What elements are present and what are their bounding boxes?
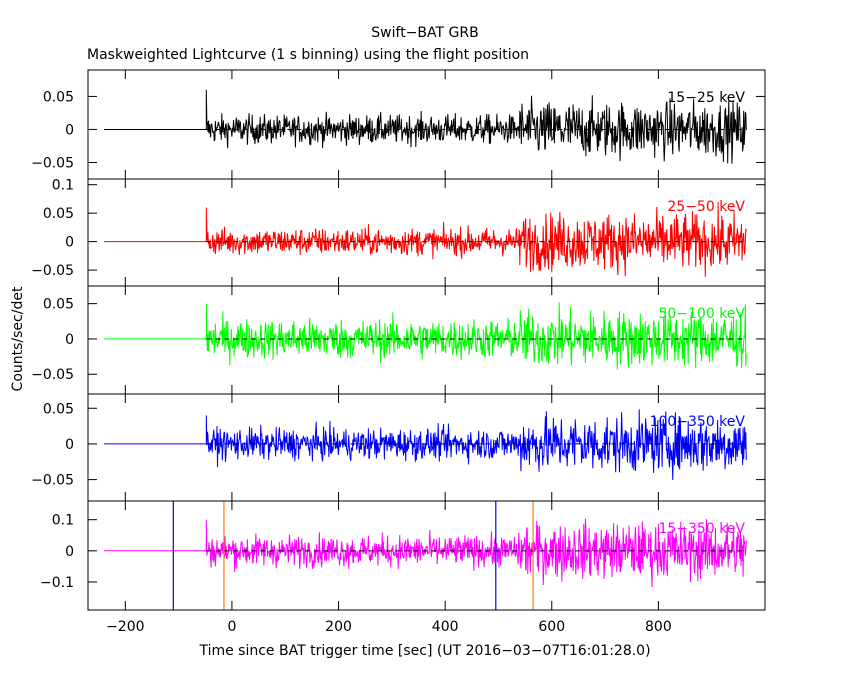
series-line-4 [104,518,747,588]
chart-title: Swift−BAT GRB [371,25,478,41]
series-line-1 [104,202,747,277]
y-tick-label-2-2: −0.05 [31,367,74,383]
series-line-0 [104,89,747,164]
x-axis-label: Time since BAT trigger time [sec] (UT 20… [198,643,650,659]
y-tick-label-3-2: −0.05 [31,473,74,489]
y-tick-label-2-1: 0 [65,332,74,348]
series-line-3 [104,409,747,481]
y-tick-label-4-0: 0.1 [52,513,74,529]
chart-subtitle: Maskweighted Lightcurve (1 s binning) us… [87,47,529,63]
y-tick-label-1-0: 0.1 [52,178,74,194]
panel-frame-4 [87,500,766,611]
y-tick-label-1-1: 0.05 [43,206,74,222]
x-tick-label-2: 200 [325,619,352,635]
band-label-2: 50−100 keV [658,306,745,322]
y-tick-label-0-0: 0.05 [43,89,74,105]
x-tick-label-3: 400 [432,619,459,635]
y-tick-label-3-0: 0.05 [43,401,74,417]
y-tick-label-1-2: 0 [65,235,74,251]
y-tick-label-4-1: 0 [65,544,74,560]
x-tick-label-5: 800 [645,619,672,635]
band-label-3: 100−350 keV [650,414,746,430]
series-line-2 [104,302,747,370]
band-label-0: 15−25 keV [667,90,745,106]
x-tick-label-1: 0 [227,619,236,635]
x-tick-label-0: −200 [106,619,144,635]
panels-group: 0.05 0 −0.05 15−25 keV 0.1 0.05 0 −0.05 25−50 ke… [31,69,766,635]
y-tick-label-2-0: 0.05 [43,297,74,313]
y-tick-label-0-2: −0.05 [31,155,74,171]
band-label-1: 25−50 keV [667,199,745,215]
y-tick-label-4-2: −0.1 [40,575,74,591]
panel-frame-3 [87,393,766,502]
y-axis-label: Counts/sec/det [10,286,26,391]
y-tick-label-1-3: −0.05 [31,263,74,279]
y-tick-label-0-1: 0 [65,122,74,138]
band-label-4: 15−350 keV [658,521,745,537]
x-tick-label-4: 600 [538,619,565,635]
y-tick-label-3-1: 0 [65,437,74,453]
